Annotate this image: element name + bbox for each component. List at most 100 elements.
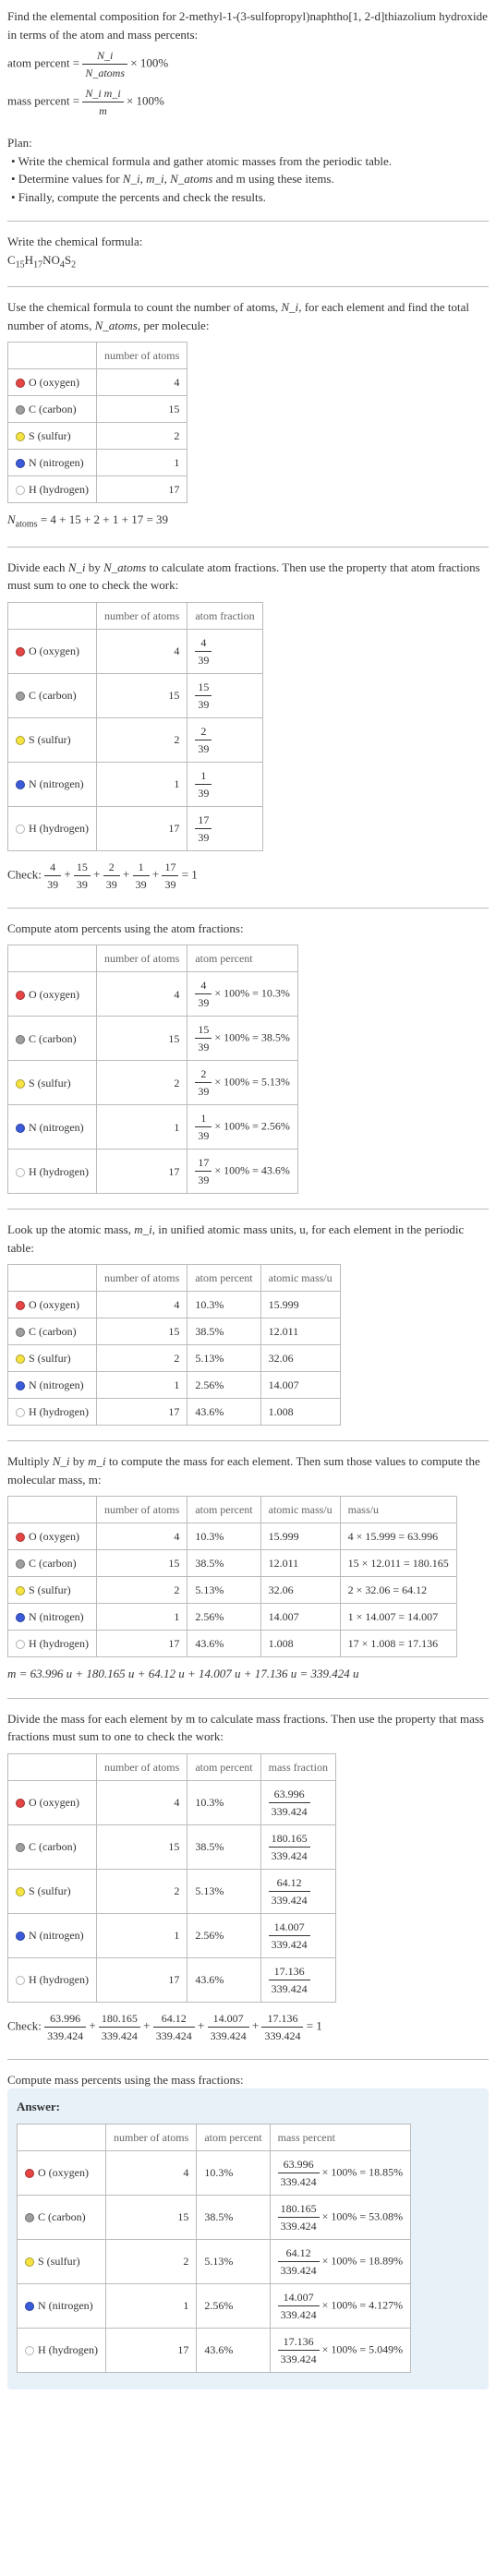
table-row: S (sulfur)25.13%64.12339.424 × 100% = 18…	[18, 2239, 411, 2283]
element-cell: H (hydrogen)	[8, 1399, 97, 1426]
table-row: H (hydrogen)1743.6%17.136339.424 × 100% …	[18, 2328, 411, 2372]
table-row: O (oxygen)4439 × 100% = 10.3%	[8, 972, 298, 1017]
mass-fraction-section: Divide the mass for each element by m to…	[7, 1710, 489, 2044]
mass-section: Multiply N_i by m_i to compute the mass …	[7, 1452, 489, 1683]
table-row: S (sulfur)2	[8, 423, 188, 450]
element-cell: C (carbon)	[8, 396, 97, 423]
check-atom-fractions: Check: 439 + 1539 + 239 + 139 + 1739 = 1	[7, 859, 489, 893]
element-cell: H (hydrogen)	[8, 806, 97, 850]
element-cell: H (hydrogen)	[8, 476, 97, 503]
atom-pct-text: Compute atom percents using the atom fra…	[7, 920, 489, 938]
element-cell: S (sulfur)	[8, 1869, 97, 1913]
table-row: O (oxygen)4439	[8, 629, 263, 673]
atom-fraction-table: number of atomsatom fraction O (oxygen)4…	[7, 602, 263, 851]
divider	[7, 1440, 489, 1441]
table-row: H (hydrogen)17	[8, 476, 188, 503]
table-row: C (carbon)1538.5%180.165339.424 × 100% =…	[18, 2195, 411, 2239]
element-cell: O (oxygen)	[8, 1292, 97, 1318]
element-cell: S (sulfur)	[8, 423, 97, 450]
table-row: S (sulfur)25.13%32.062 × 32.06 = 64.12	[8, 1577, 457, 1604]
element-cell: S (sulfur)	[8, 717, 97, 762]
divider	[7, 221, 489, 222]
table-row: C (carbon)1538.5%12.011	[8, 1318, 341, 1345]
answer-box: Answer: number of atomsatom percentmass …	[7, 2088, 489, 2389]
table-row: C (carbon)1538.5%12.01115 × 12.011 = 180…	[8, 1550, 457, 1577]
element-cell: N (nitrogen)	[8, 1913, 97, 1957]
plan-bullet-1: • Write the chemical formula and gather …	[11, 152, 489, 171]
atom-percent-section: Compute atom percents using the atom fra…	[7, 920, 489, 1195]
element-cell: O (oxygen)	[8, 629, 97, 673]
plan-bullet-3: • Finally, compute the percents and chec…	[11, 188, 489, 207]
mass-fraction-table: number of atomsatom percentmass fraction…	[7, 1753, 336, 2003]
table-row: N (nitrogen)12.56%14.007	[8, 1372, 341, 1399]
table-row: N (nitrogen)1139	[8, 762, 263, 806]
element-cell: N (nitrogen)	[8, 762, 97, 806]
table-header-row: number of atomsatom percentmass fraction	[8, 1753, 336, 1780]
element-cell: C (carbon)	[8, 1550, 97, 1577]
mass-percent-formula: mass percent = N_i m_im × 100%	[7, 85, 489, 119]
atom-fraction-section: Divide each N_i by N_atoms to calculate …	[7, 559, 489, 893]
chemical-formula-section: Write the chemical formula: C15H17NO4S2	[7, 233, 489, 271]
divider	[7, 286, 489, 287]
table-header-row: number of atomsatom fraction	[8, 602, 263, 629]
table-row: C (carbon)1538.5%180.165339.424	[8, 1824, 336, 1869]
table-row: S (sulfur)2239	[8, 717, 263, 762]
m-sum: m = 63.996 u + 180.165 u + 64.12 u + 14.…	[7, 1665, 489, 1683]
table-row: O (oxygen)410.3%15.999	[8, 1292, 341, 1318]
element-cell: O (oxygen)	[18, 2150, 106, 2195]
atomic-mass-table: number of atomsatom percentatomic mass/u…	[7, 1264, 341, 1426]
element-cell: N (nitrogen)	[8, 1372, 97, 1399]
element-cell: O (oxygen)	[8, 1780, 97, 1824]
element-cell: H (hydrogen)	[8, 1150, 97, 1194]
element-cell: S (sulfur)	[8, 1577, 97, 1604]
table-header-row: number of atoms	[8, 343, 188, 369]
table-row: N (nitrogen)1139 × 100% = 2.56%	[8, 1105, 298, 1150]
atom-count-table: number of atoms O (oxygen)4C (carbon)15S…	[7, 342, 188, 503]
divide-text: Divide each N_i by N_atoms to calculate …	[7, 559, 489, 595]
table-row: S (sulfur)25.13%32.06	[8, 1345, 341, 1372]
chem-formula-label: Write the chemical formula:	[7, 233, 489, 251]
divider	[7, 2059, 489, 2060]
table-header-row: number of atomsatom percentatomic mass/u	[8, 1265, 341, 1292]
element-cell: H (hydrogen)	[18, 2328, 106, 2372]
divider	[7, 1698, 489, 1699]
intro-text: Find the elemental composition for 2-met…	[7, 7, 489, 43]
table-row: O (oxygen)4	[8, 369, 188, 396]
element-cell: C (carbon)	[8, 1017, 97, 1061]
element-cell: H (hydrogen)	[8, 1957, 97, 2002]
table-row: N (nitrogen)1	[8, 450, 188, 476]
table-row: C (carbon)151539 × 100% = 38.5%	[8, 1017, 298, 1061]
element-cell: N (nitrogen)	[8, 1105, 97, 1150]
table-header-row: number of atomsatom percentatomic mass/u…	[8, 1497, 457, 1523]
element-cell: C (carbon)	[8, 673, 97, 717]
check-mass-fractions: Check: 63.996339.424 + 180.165339.424 + …	[7, 2010, 489, 2044]
plan-bullet-2: • Determine values for N_i, m_i, N_atoms…	[11, 170, 489, 188]
divider	[7, 547, 489, 548]
table-row: C (carbon)151539	[8, 673, 263, 717]
plan-section: Plan: • Write the chemical formula and g…	[7, 134, 489, 206]
table-row: N (nitrogen)12.56%14.007339.424 × 100% =…	[18, 2283, 411, 2328]
mass-frac-text: Divide the mass for each element by m to…	[7, 1710, 489, 1746]
count-text: Use the chemical formula to count the nu…	[7, 298, 489, 334]
atomic-mass-section: Look up the atomic mass, m_i, in unified…	[7, 1221, 489, 1426]
element-cell: O (oxygen)	[8, 972, 97, 1017]
element-cell: N (nitrogen)	[18, 2283, 106, 2328]
answer-label: Answer:	[17, 2098, 479, 2116]
mass-pct-text: Compute mass percents using the mass fra…	[7, 2071, 489, 2089]
element-cell: H (hydrogen)	[8, 1631, 97, 1657]
element-cell: C (carbon)	[8, 1318, 97, 1345]
table-row: H (hydrogen)1743.6%17.136339.424	[8, 1957, 336, 2002]
table-row: N (nitrogen)12.56%14.007339.424	[8, 1913, 336, 1957]
table-row: S (sulfur)25.13%64.12339.424	[8, 1869, 336, 1913]
table-row: H (hydrogen)1743.6%1.00817 × 1.008 = 17.…	[8, 1631, 457, 1657]
element-cell: N (nitrogen)	[8, 1604, 97, 1631]
table-row: O (oxygen)410.3%63.996339.424 × 100% = 1…	[18, 2150, 411, 2195]
divider	[7, 908, 489, 909]
mass-percent-section: Compute mass percents using the mass fra…	[7, 2071, 489, 2389]
table-header-row: number of atomsatom percentmass percent	[18, 2124, 411, 2150]
mass-table: number of atomsatom percentatomic mass/u…	[7, 1496, 457, 1657]
table-row: C (carbon)15	[8, 396, 188, 423]
intro: Find the elemental composition for 2-met…	[7, 7, 489, 119]
table-row: O (oxygen)410.3%63.996339.424	[8, 1780, 336, 1824]
divider	[7, 1209, 489, 1210]
